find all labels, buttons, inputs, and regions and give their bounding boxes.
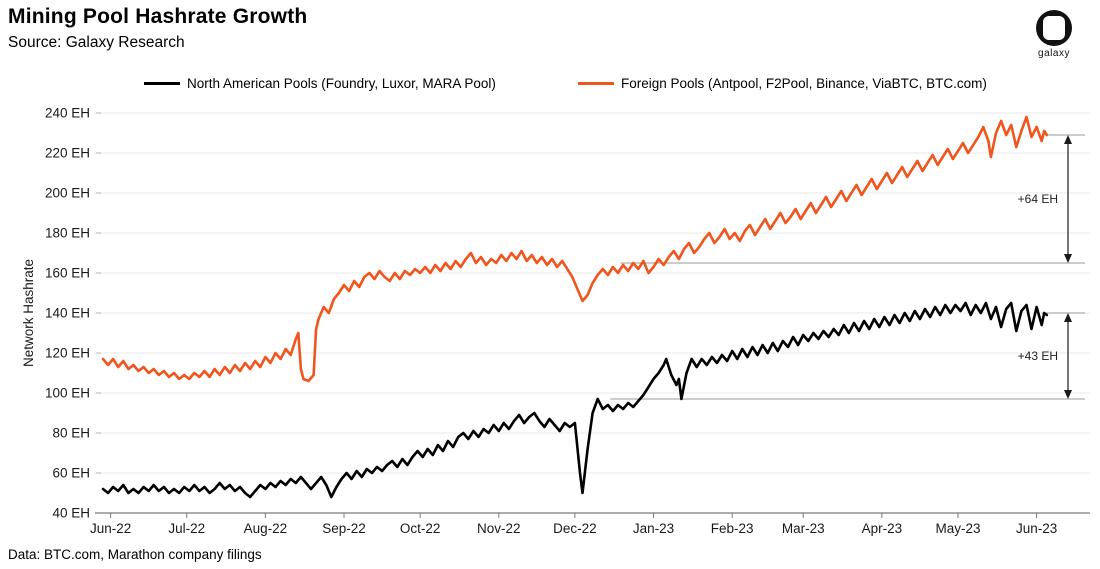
- page-title: Mining Pool Hashrate Growth: [8, 5, 308, 28]
- svg-text:Jan-23: Jan-23: [633, 521, 674, 536]
- svg-text:60 EH: 60 EH: [52, 466, 90, 481]
- svg-text:Feb-23: Feb-23: [711, 521, 754, 536]
- galaxy-logo-label: galaxy: [1038, 48, 1070, 59]
- svg-text:Apr-23: Apr-23: [862, 521, 903, 536]
- svg-text:Sep-22: Sep-22: [322, 521, 366, 536]
- svg-text:Nov-22: Nov-22: [477, 521, 521, 536]
- svg-text:100 EH: 100 EH: [45, 386, 90, 401]
- galaxy-logo-icon: [1036, 10, 1072, 46]
- data-source-note: Data: BTC.com, Marathon company filings: [8, 547, 262, 562]
- svg-text:Jun-23: Jun-23: [1016, 521, 1057, 536]
- chart-legend: North American Pools (Foundry, Luxor, MA…: [0, 74, 1100, 94]
- svg-text:180 EH: 180 EH: [45, 226, 90, 241]
- svg-text:120 EH: 120 EH: [45, 346, 90, 361]
- legend-item-north-american-pools: North American Pools (Foundry, Luxor, MA…: [144, 76, 496, 91]
- svg-text:+64 EH: +64 EH: [1018, 192, 1058, 206]
- svg-text:Network Hashrate: Network Hashrate: [21, 259, 36, 367]
- galaxy-logo-visor: [1043, 16, 1065, 40]
- svg-text:Dec-22: Dec-22: [553, 521, 597, 536]
- svg-text:Jun-22: Jun-22: [90, 521, 131, 536]
- svg-text:+43 EH: +43 EH: [1018, 349, 1058, 363]
- svg-text:140 EH: 140 EH: [45, 306, 90, 321]
- svg-text:May-23: May-23: [935, 521, 980, 536]
- svg-text:200 EH: 200 EH: [45, 186, 90, 201]
- legend-label-foreign-pools: Foreign Pools (Antpool, F2Pool, Binance,…: [621, 76, 987, 91]
- svg-text:Oct-22: Oct-22: [400, 521, 441, 536]
- svg-text:Aug-22: Aug-22: [244, 521, 288, 536]
- legend-item-foreign-pools: Foreign Pools (Antpool, F2Pool, Binance,…: [578, 76, 987, 91]
- svg-text:160 EH: 160 EH: [45, 266, 90, 281]
- svg-text:240 EH: 240 EH: [45, 106, 90, 121]
- galaxy-logo: galaxy: [1024, 10, 1084, 59]
- legend-swatch-black-line: [144, 82, 180, 85]
- svg-text:80 EH: 80 EH: [52, 426, 90, 441]
- svg-text:40 EH: 40 EH: [52, 506, 90, 521]
- legend-swatch-orange-line: [578, 82, 614, 85]
- chart-subtitle: Source: Galaxy Research: [8, 34, 185, 51]
- legend-label-north-american-pools: North American Pools (Foundry, Luxor, MA…: [187, 76, 496, 91]
- svg-text:Jul-22: Jul-22: [168, 521, 205, 536]
- svg-text:Mar-23: Mar-23: [782, 521, 825, 536]
- svg-text:220 EH: 220 EH: [45, 146, 90, 161]
